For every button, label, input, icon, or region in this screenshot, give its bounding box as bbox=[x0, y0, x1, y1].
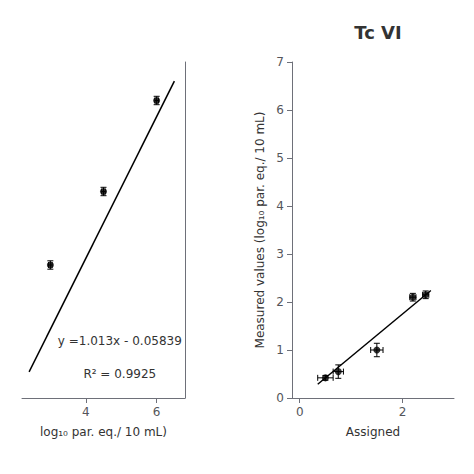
svg-text:7: 7 bbox=[276, 55, 284, 69]
svg-text:5: 5 bbox=[276, 151, 284, 165]
svg-text:3: 3 bbox=[276, 247, 284, 261]
svg-text:Measured values (log₁₀ par. eq: Measured values (log₁₀ par. eq./ 10 mL) bbox=[253, 112, 267, 349]
svg-text:1: 1 bbox=[276, 343, 284, 357]
svg-text:2: 2 bbox=[276, 295, 284, 309]
svg-text:0: 0 bbox=[276, 391, 284, 405]
svg-text:0: 0 bbox=[296, 405, 304, 419]
svg-text:6: 6 bbox=[276, 103, 284, 117]
svg-text:y =1.013x - 0.05839: y =1.013x - 0.05839 bbox=[58, 334, 182, 348]
svg-text:6: 6 bbox=[153, 405, 161, 419]
svg-text:Assigned: Assigned bbox=[346, 425, 400, 439]
svg-text:R² = 0.9925: R² = 0.9925 bbox=[83, 367, 156, 381]
svg-text:4: 4 bbox=[276, 199, 284, 213]
svg-text:Tc VI: Tc VI bbox=[354, 22, 401, 43]
svg-text:log₁₀ par. eq./ 10 mL): log₁₀ par. eq./ 10 mL) bbox=[40, 425, 167, 439]
svg-text:4: 4 bbox=[82, 405, 90, 419]
svg-text:2: 2 bbox=[399, 405, 407, 419]
